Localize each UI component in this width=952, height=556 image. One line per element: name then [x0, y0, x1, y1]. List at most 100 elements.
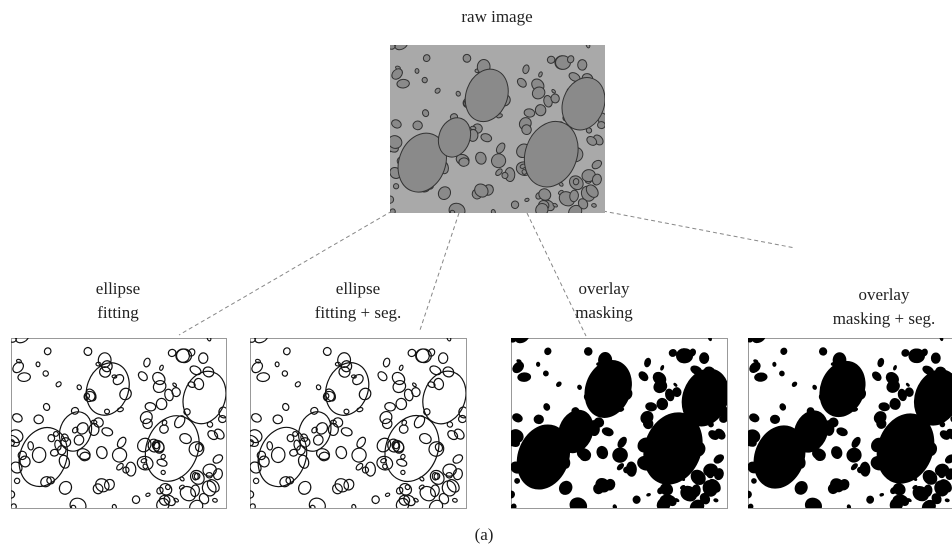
- texture: [256, 372, 271, 383]
- texture: [542, 370, 549, 377]
- texture: [11, 503, 17, 508]
- texture: [73, 434, 85, 446]
- texture: [569, 189, 579, 203]
- texture: [490, 209, 496, 213]
- texture: [167, 348, 177, 358]
- texture: [851, 436, 861, 448]
- texture: [384, 415, 440, 482]
- texture: [531, 86, 546, 100]
- texture: [826, 420, 833, 424]
- texture: [212, 454, 224, 464]
- texture: [551, 88, 556, 94]
- texture: [708, 430, 720, 440]
- texture: [511, 503, 517, 508]
- texture: [33, 414, 44, 425]
- texture: [193, 472, 201, 481]
- texture: [668, 349, 678, 357]
- texture: [258, 455, 270, 468]
- texture: [395, 397, 408, 411]
- texture: [312, 434, 324, 446]
- texture: [571, 505, 577, 508]
- texture: [17, 372, 31, 383]
- texture: [516, 424, 571, 490]
- texture: [535, 202, 549, 213]
- texture: [274, 361, 280, 368]
- texture: [591, 420, 598, 425]
- texture: [429, 469, 445, 485]
- texture: [140, 457, 148, 464]
- texture: [689, 348, 697, 357]
- texture: [872, 371, 882, 382]
- texture: [152, 379, 167, 394]
- texture: [516, 77, 527, 88]
- texture: [538, 71, 543, 78]
- texture: [95, 478, 110, 493]
- texture: [812, 384, 817, 390]
- texture: [642, 418, 654, 430]
- texture: [131, 495, 141, 505]
- texture: [517, 372, 532, 382]
- texture: [428, 441, 445, 457]
- texture: [905, 382, 910, 387]
- texture: [596, 445, 609, 460]
- texture: [194, 442, 204, 453]
- texture: [19, 455, 31, 468]
- texture: [84, 393, 91, 401]
- texture: [455, 90, 461, 97]
- texture: [250, 439, 255, 447]
- texture: [857, 466, 864, 474]
- texture: [156, 458, 168, 467]
- texture: [921, 348, 928, 357]
- texture: [889, 497, 903, 508]
- texture: [147, 438, 161, 453]
- texture: [904, 387, 914, 397]
- texture: [395, 497, 410, 508]
- texture: [612, 504, 618, 508]
- texture: [930, 352, 941, 364]
- texture: [403, 494, 416, 507]
- caption: (a): [475, 525, 494, 544]
- texture: [441, 480, 457, 497]
- texture: [308, 497, 326, 508]
- texture: [355, 462, 364, 471]
- node-label: overlay: [859, 285, 910, 304]
- texture: [495, 142, 506, 154]
- texture: [156, 486, 164, 495]
- texture: [422, 370, 466, 425]
- texture: [464, 68, 509, 123]
- texture: [462, 53, 472, 63]
- texture: [392, 441, 400, 450]
- texture: [448, 202, 466, 213]
- texture: [437, 352, 449, 365]
- texture: [534, 104, 547, 117]
- texture: [944, 498, 950, 503]
- texture: [561, 77, 605, 131]
- texture: [691, 484, 701, 498]
- texture: [396, 458, 408, 467]
- texture: [511, 429, 524, 444]
- texture: [779, 403, 787, 411]
- texture: [749, 413, 760, 423]
- texture: [340, 427, 353, 437]
- texture: [523, 108, 536, 118]
- texture: [324, 388, 337, 402]
- node-label: ellipse: [96, 279, 140, 298]
- texture: [289, 448, 299, 457]
- texture: [155, 397, 168, 411]
- texture: [411, 387, 421, 398]
- texture: [591, 159, 603, 170]
- texture: [182, 370, 226, 425]
- texture: [159, 482, 173, 496]
- texture: [337, 352, 352, 369]
- texture: [623, 466, 630, 474]
- texture: [552, 202, 558, 208]
- texture: [846, 447, 862, 463]
- texture: [212, 497, 218, 503]
- texture: [160, 453, 166, 460]
- texture: [939, 338, 944, 342]
- texture: [474, 183, 489, 198]
- texture: [418, 432, 432, 445]
- texture: [58, 454, 71, 469]
- node-label: overlay: [579, 279, 630, 298]
